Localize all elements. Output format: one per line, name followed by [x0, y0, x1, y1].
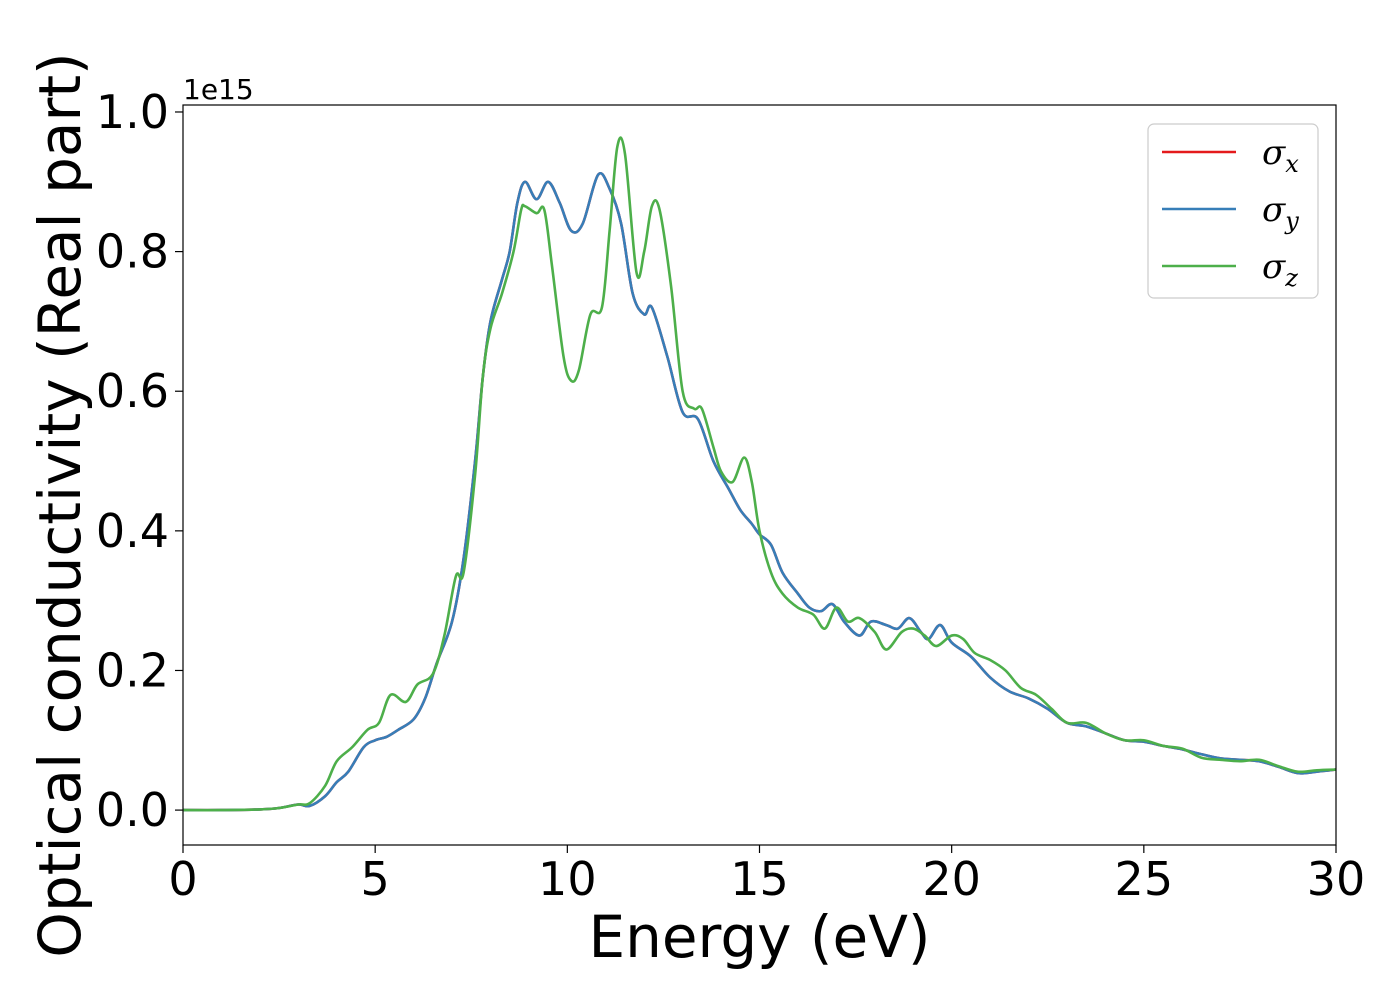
x-tick-label: 10: [538, 852, 597, 906]
x-axis-title: Energy (eV): [588, 903, 930, 971]
plot-background: [183, 105, 1336, 845]
legend-box: [1147, 123, 1319, 299]
y-tick-label: 0.6: [96, 364, 169, 418]
y-tick-label: 0.2: [96, 643, 169, 697]
series-layer: [183, 136, 1336, 812]
legend: σx σy σz: [1147, 123, 1319, 299]
legend-label-x: σx: [1262, 133, 1299, 178]
series-line-z: [183, 136, 1336, 812]
y-tick-label: 1.0: [96, 85, 169, 139]
x-tick-label: 5: [361, 852, 390, 906]
y-tick-label: 0.4: [96, 504, 169, 558]
x-tick-label: 25: [1115, 852, 1174, 906]
series-line-y: [183, 172, 1336, 812]
x-tick-label: 20: [922, 852, 981, 906]
legend-label-z: σz: [1262, 247, 1298, 292]
y-axis-title: Optical conductivity (Real part): [26, 52, 94, 957]
y-tick-label: 0.0: [96, 783, 169, 837]
x-tick-label: 0: [168, 852, 197, 906]
y-offset-label: 1e15: [183, 73, 254, 106]
y-tick-label: 0.8: [96, 225, 169, 279]
x-tick-label: 15: [730, 852, 789, 906]
x-axis-ticks: 0 5 10 15 20 25 30: [168, 845, 1365, 906]
x-tick-label: 30: [1307, 852, 1366, 906]
legend-label-y: σy: [1262, 190, 1299, 235]
y-axis-ticks: 0.0 0.2 0.4 0.6 0.8 1.0: [96, 85, 183, 837]
